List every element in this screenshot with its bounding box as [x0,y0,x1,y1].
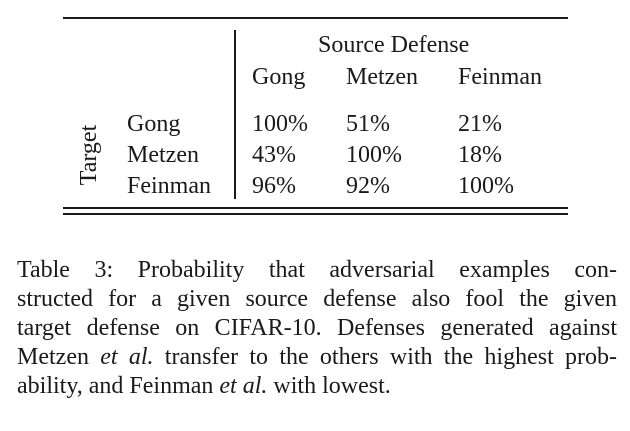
table-cell: 43% [252,142,296,168]
caption-line: target defense on CIFAR-10. Defenses gen… [17,314,617,343]
column-header-metzen: Metzen [346,64,418,90]
table-cell: 18% [458,142,502,168]
caption-text: target defense on CIFAR-10. Defenses gen… [17,315,617,341]
table-top-rule [63,17,568,19]
column-header-feinman: Feinman [458,64,542,90]
caption-text: with lowest. [267,373,391,399]
column-header-gong: Gong [252,64,306,90]
row-label-gong: Gong [127,111,181,137]
row-group-header: Target [76,124,102,186]
caption-text: ability, and Feinman [17,373,220,399]
caption-line: ability, and Feinman et al. with lowest. [17,372,617,401]
caption-line: Metzen et al. transfer to the others wit… [17,343,617,372]
caption-text: Metzen [17,344,101,370]
table-cell: 92% [346,173,390,199]
table-bottom-rule-2 [63,213,568,215]
table-vertical-rule [234,30,236,199]
caption-text: transfer to the others with the highest … [153,344,617,370]
row-label-metzen: Metzen [127,142,199,168]
caption-text: structed for a given source defense also… [17,286,617,312]
caption-text: Table 3: Probability that adversarial ex… [17,257,617,283]
column-group-header: Source Defense [318,32,470,58]
table-cell: 21% [458,111,502,137]
table-cell: 100% [346,142,402,168]
table-cell: 100% [458,173,514,199]
table-cell: 96% [252,173,296,199]
table-cell: 51% [346,111,390,137]
table-bottom-rule-1 [63,207,568,209]
table-cell: 100% [252,111,308,137]
caption-line: Table 3: Probability that adversarial ex… [17,256,617,285]
caption-line: structed for a given source defense also… [17,285,617,314]
row-label-feinman: Feinman [127,173,211,199]
table-caption: Table 3: Probability that adversarial ex… [17,256,617,401]
caption-italic-text: et al. [100,344,154,370]
caption-italic-text: et al. [219,373,268,399]
